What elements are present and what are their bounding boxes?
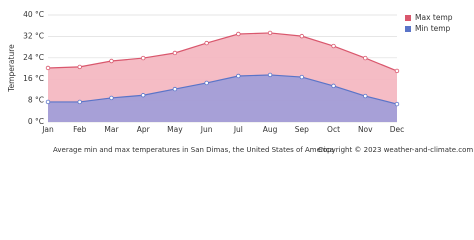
series-line [48,74,398,105]
x-tick-label: Sep [295,125,309,134]
y-tick-label: 24 °C [23,53,44,62]
point [109,95,114,101]
point [267,72,273,78]
point [363,55,368,61]
point [394,101,400,107]
point [45,99,51,105]
x-tick-label: Jun [200,125,213,134]
x-tick-label: Jul [233,125,243,134]
point [299,74,305,80]
point [140,93,146,98]
x-tick-label: Dec [390,125,405,134]
point [363,93,368,99]
point [45,65,51,71]
y-tick-label: 32 °C [23,31,44,40]
chart: Temperature Average min and max temperat… [7,10,473,154]
point [236,31,241,37]
x-tick-label: May [167,125,183,134]
point [236,73,241,79]
x-tick-label: Oct [327,125,340,134]
y-tick-label: 8 °C [28,96,44,105]
area [48,74,397,122]
point [394,68,400,74]
point [172,86,178,92]
y-axis-label: Temperature [7,44,16,93]
point [204,80,209,86]
caption: Average min and max temperatures in San … [53,146,334,154]
y-tick-label: 16 °C [23,74,44,83]
point [77,64,82,70]
point [77,99,82,105]
y-tick-label: 0 °C [28,117,44,126]
legend-swatch [405,15,411,21]
point [331,83,336,89]
point [299,33,305,39]
y-tick-label: 40 °C [23,10,44,19]
point [140,55,146,61]
point [204,40,209,46]
copyright: Copyright © 2023 weather-and-climate.com [318,146,473,154]
x-tick-label: Apr [137,125,151,134]
x-tick-label: Feb [73,125,87,134]
point [172,50,178,56]
x-tick-label: Jan [41,125,54,134]
legend-label: Max temp [415,13,453,22]
point [109,58,114,64]
legend-swatch [405,26,411,32]
x-tick-label: Mar [104,125,119,134]
x-tick-label: Aug [263,125,278,134]
point [331,43,336,49]
x-tick-label: Nov [358,125,373,134]
series-line [47,32,398,72]
legend-label: Min temp [415,24,451,33]
point [267,30,273,36]
